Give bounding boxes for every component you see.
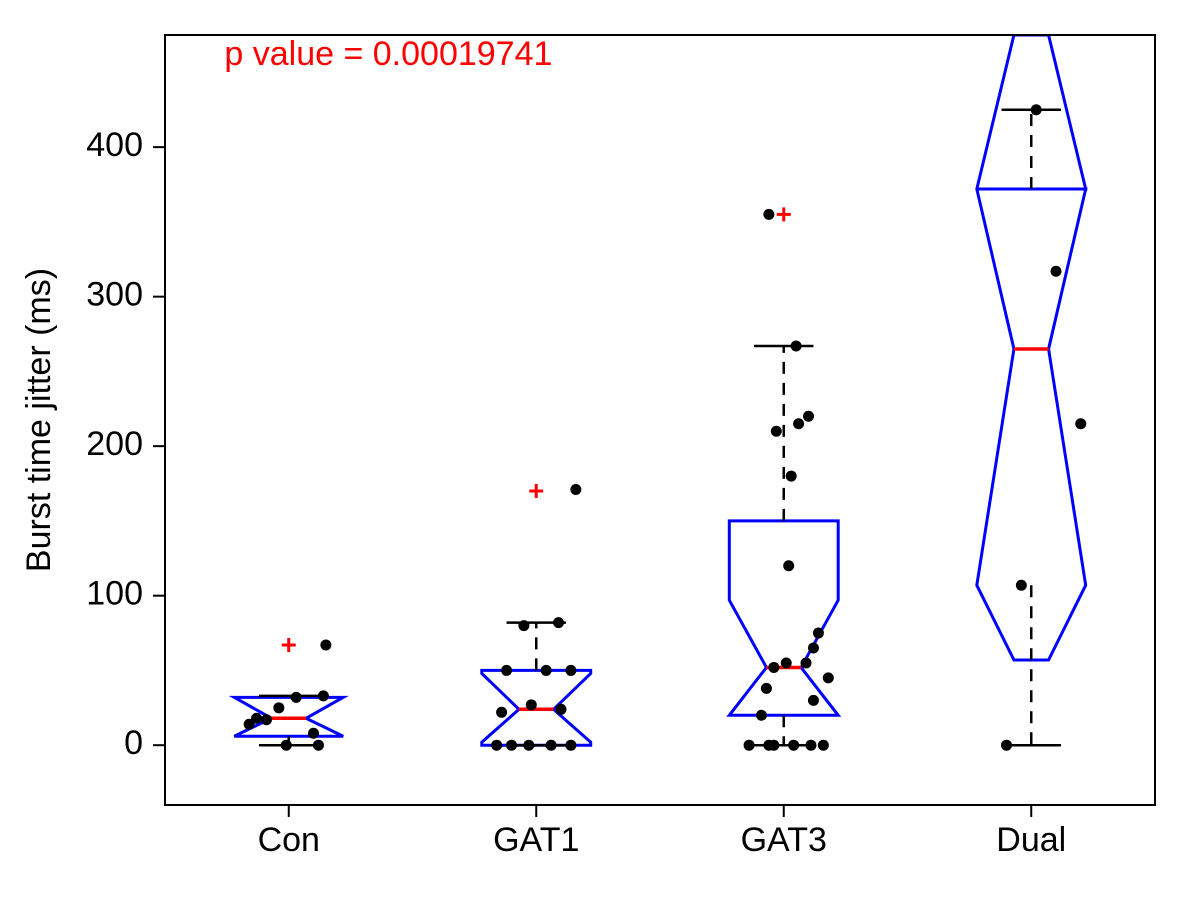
y-tick-label: 300 bbox=[86, 276, 143, 314]
y-tick-label: 200 bbox=[86, 425, 143, 463]
x-tick-label: GAT1 bbox=[493, 821, 579, 859]
y-tick-label: 100 bbox=[86, 575, 143, 613]
x-tick-label: Con bbox=[258, 821, 320, 859]
x-tick-label: Dual bbox=[996, 821, 1066, 859]
y-axis-label: Burst time jitter (ms) bbox=[20, 268, 58, 572]
y-tick-label: 400 bbox=[86, 126, 143, 164]
p-value-annotation: p value = 0.00019741 bbox=[224, 35, 552, 73]
x-tick-label: GAT3 bbox=[741, 821, 827, 859]
boxplot-chart: p value = 0.00019741 0 100 200 300 400 Con GAT1… bbox=[0, 0, 1200, 900]
y-tick-label: 0 bbox=[124, 724, 143, 762]
